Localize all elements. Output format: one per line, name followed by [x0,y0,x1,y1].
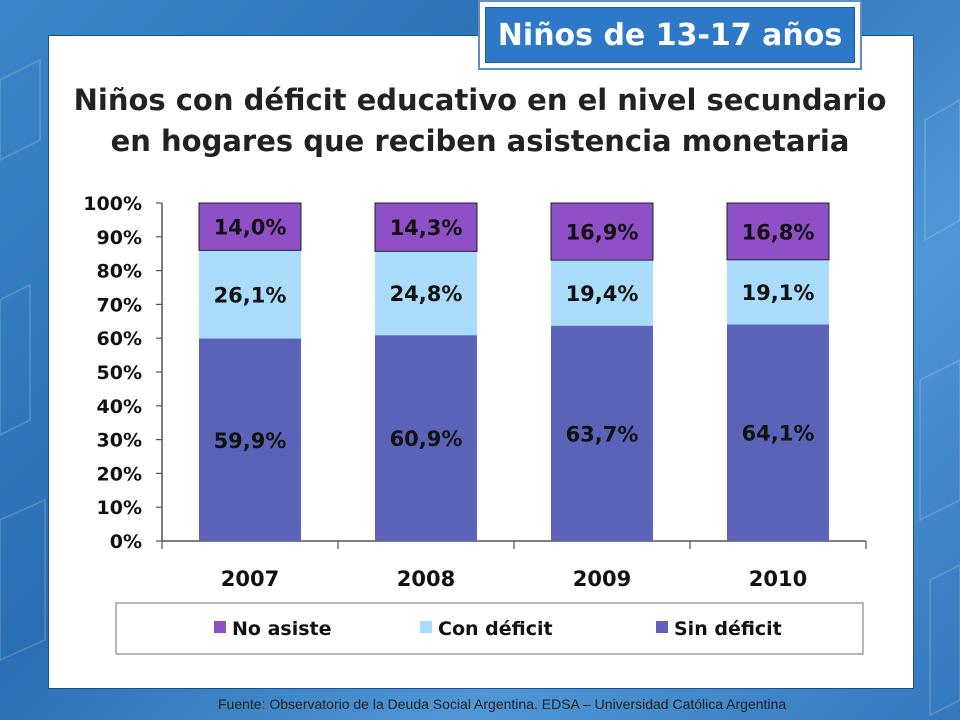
bar-segment [374,202,478,252]
age-group-label: Niños de 13-17 años [485,7,855,63]
bar-segment [550,202,654,261]
x-category-label: 2007 [221,567,279,591]
data-label: 19,1% [742,281,815,305]
y-tick-label: 10% [97,497,142,519]
y-tick-label: 80% [97,261,142,283]
y-tick-label: 60% [97,328,142,350]
y-tick-label: 90% [97,227,142,249]
data-label: 59,9% [214,429,287,453]
legend-swatch [656,621,668,633]
y-tick-label: 70% [97,294,142,316]
legend-label: Sin déficit [674,618,782,640]
data-label: 14,0% [214,216,287,240]
y-tick-label: 20% [97,463,142,485]
y-tick-label: 50% [97,362,142,384]
bar-segment [198,202,302,251]
y-tick-label: 0% [110,531,142,553]
bar-segment [199,338,301,541]
bar-segment [726,202,830,261]
data-label: 64,1% [742,422,815,446]
legend-swatch [214,621,226,633]
bar-segment [727,324,829,541]
bar-segment [551,325,653,541]
chart-title-line-2: en hogares que reciben asistencia moneta… [110,124,850,158]
bar-segment [551,260,653,326]
y-tick-label: 40% [97,396,142,418]
data-label: 16,9% [566,221,639,245]
bar-segment [375,335,477,541]
source-note: Fuente: Observatorio de la Deuda Social … [218,696,787,712]
legend-swatch [420,621,432,633]
bar-segment [375,251,477,336]
chart-title-line-1: Niños con déficit educativo en el nivel … [73,83,887,117]
data-label: 19,4% [566,282,639,306]
data-label: 14,3% [390,216,463,240]
data-label: 16,8% [742,220,815,244]
bar-segment [199,250,301,339]
bar-segment [727,259,829,325]
y-tick-label: 100% [83,193,142,215]
chart-title: Niños con déficit educativo en el nivel … [50,80,910,162]
legend-label: No asiste [232,618,332,640]
legend-label: Con déficit [438,618,553,640]
data-label: 63,7% [566,422,639,446]
y-tick-label: 30% [97,430,142,452]
legend-box [115,602,864,655]
age-group-badge: Niños de 13-17 años [478,0,862,70]
x-category-label: 2008 [397,567,455,591]
x-category-label: 2010 [749,567,807,591]
data-label: 24,8% [390,282,463,306]
data-label: 60,9% [390,427,463,451]
x-category-label: 2009 [573,567,631,591]
data-label: 26,1% [214,283,287,307]
